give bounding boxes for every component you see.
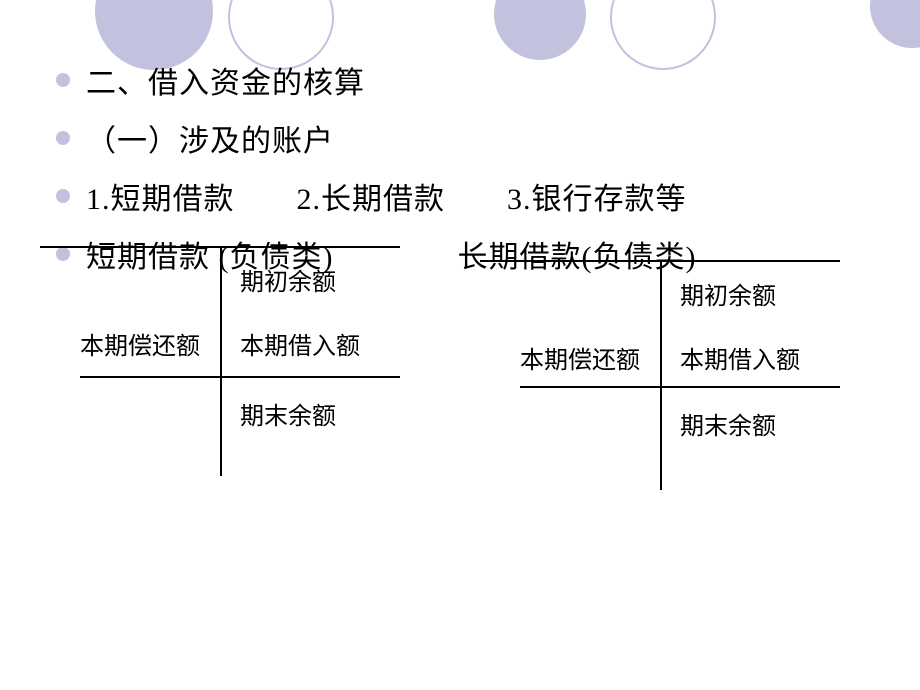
- bullet-icon: [56, 73, 70, 87]
- cell-opening: 期初余额: [680, 276, 776, 311]
- bullet-icon: [56, 131, 70, 145]
- cell-closing: 期末余额: [680, 406, 776, 441]
- bullet-line-3: 1.短期借款 2.长期借款 3.银行存款等: [56, 174, 876, 218]
- line-text-2: （一）涉及的账户: [86, 116, 334, 160]
- line-text-3: 1.短期借款 2.长期借款 3.银行存款等: [86, 174, 687, 218]
- line-text-1: 二、借入资金的核算: [86, 58, 365, 102]
- bullet-line-1: 二、借入资金的核算: [56, 58, 876, 102]
- t-vert-line: [220, 246, 222, 476]
- deco-circle-5: [870, 0, 920, 48]
- cell-debit: 本期偿还额: [520, 340, 640, 375]
- cell-closing: 期末余额: [240, 396, 336, 431]
- deco-circle-3: [494, 0, 586, 60]
- t-account-short-term: 期初余额 本期偿还额 本期借入额 期末余额: [40, 246, 440, 506]
- t-accounts-row: 期初余额 本期偿还额 本期借入额 期末余额 期初余额 本期偿还额 本期借入额 期…: [40, 246, 900, 506]
- t-div-line: [80, 376, 400, 378]
- t-div-line: [520, 386, 840, 388]
- t-vert-line: [660, 260, 662, 490]
- cell-debit: 本期偿还额: [80, 326, 200, 361]
- bullet-icon: [56, 189, 70, 203]
- cell-credit: 本期借入额: [680, 340, 800, 375]
- t-account-long-term: 期初余额 本期偿还额 本期借入额 期末余额: [480, 246, 880, 506]
- cell-credit: 本期借入额: [240, 326, 360, 361]
- bullet-line-2: （一）涉及的账户: [56, 116, 876, 160]
- cell-opening: 期初余额: [240, 262, 336, 297]
